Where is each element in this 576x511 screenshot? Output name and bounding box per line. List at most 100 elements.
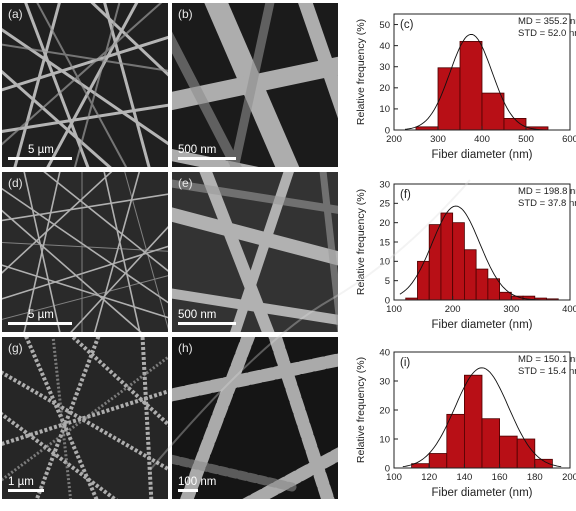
- y-tick-label: 20: [379, 218, 390, 229]
- panel-letter-h: (h): [178, 341, 193, 355]
- histogram-bar: [459, 41, 483, 131]
- x-tick-label: 160: [492, 472, 508, 483]
- chart-panel-letter: (i): [400, 357, 410, 369]
- chart-annotation: STD = 52.0 nm: [518, 28, 576, 39]
- panel-letter-a: (a): [8, 7, 23, 21]
- x-tick-label: 200: [445, 304, 461, 315]
- histogram-bar: [464, 374, 483, 469]
- y-tick-label: 10: [379, 257, 390, 268]
- scale-bar-h: 100 nm: [178, 476, 216, 492]
- histogram-bar: [499, 435, 518, 469]
- chart-annotation: STD = 37.8 nm: [518, 198, 576, 209]
- y-axis-label: Relative frequency (%): [355, 189, 367, 295]
- histogram-bar: [428, 453, 448, 469]
- histogram-bar: [475, 268, 489, 301]
- histogram-f: 100 200 300 400 0 5 10 15 20 25 30 Fiber diameter (…: [355, 179, 576, 331]
- histogram-i: 100 120 140 160 180 200 0 10 20 30 40 Fiber diamete…: [355, 347, 576, 499]
- y-tick-label: 15: [379, 237, 390, 248]
- y-tick-label: 10: [379, 434, 390, 445]
- x-tick-label: 120: [421, 472, 437, 483]
- histogram-bar: [452, 222, 465, 301]
- sem-fibers-b: [172, 3, 338, 167]
- scale-label-e: 500 nm: [178, 309, 217, 321]
- sem-image-h: (h) 100 nm: [172, 337, 338, 499]
- x-tick-label: 400: [474, 134, 490, 145]
- panel-letter-b: (b): [178, 7, 193, 21]
- chart-panel-letter: (f): [400, 189, 411, 201]
- y-tick-label: 0: [385, 463, 390, 474]
- sem-image-e: (e) 500 nm: [172, 172, 338, 332]
- x-tick-label: 100: [386, 472, 402, 483]
- chart-annotation: MD = 355.2 nm: [518, 16, 576, 27]
- x-tick-label: 400: [562, 304, 576, 315]
- sem-image-d: (d) 5 µm: [2, 172, 168, 332]
- histogram-bar: [481, 418, 501, 469]
- scale-bar-a: 5 µm: [8, 144, 72, 160]
- x-tick-label: 100: [386, 304, 402, 315]
- panel-letter-e: (e): [178, 176, 193, 190]
- scale-label-b: 500 nm: [178, 144, 217, 156]
- y-axis-label: Relative frequency (%): [355, 19, 367, 125]
- x-tick-label: 300: [503, 304, 519, 315]
- histogram-bar: [481, 92, 505, 131]
- y-tick-label: 0: [385, 125, 390, 136]
- scale-bar-e: 500 nm: [178, 309, 236, 325]
- y-tick-label: 25: [379, 199, 390, 210]
- sem-fibers-d: [2, 172, 168, 332]
- y-tick-label: 30: [379, 376, 390, 387]
- panel-letter-d: (d): [8, 176, 23, 190]
- histogram-bar: [516, 438, 536, 469]
- sem-fibers-g: [2, 337, 168, 499]
- x-tick-label: 140: [456, 472, 472, 483]
- x-axis-label: Fiber diameter (nm): [432, 149, 533, 161]
- sem-fibers-h: [172, 337, 338, 499]
- y-tick-label: 20: [379, 405, 390, 416]
- histogram-bar: [411, 463, 430, 469]
- y-tick-label: 30: [379, 62, 390, 73]
- fit-curve: [404, 33, 559, 131]
- sem-image-b: (b) 500 nm: [172, 3, 338, 167]
- histogram-bar: [440, 212, 454, 301]
- chart-annotation: STD = 15.4 nm: [518, 366, 576, 377]
- y-tick-label: 5: [385, 276, 390, 287]
- x-tick-label: 500: [518, 134, 534, 145]
- y-tick-label: 10: [379, 104, 390, 115]
- scale-label-g: 1 µm: [8, 476, 34, 488]
- x-axis-label: Fiber diameter (nm): [432, 487, 533, 499]
- scale-bar-g: 1 µm: [8, 476, 44, 492]
- sem-fibers-e: [172, 172, 338, 332]
- sem-image-g: (g) 1 µm: [2, 337, 168, 499]
- y-tick-label: 20: [379, 83, 390, 94]
- x-tick-label: 200: [386, 134, 402, 145]
- y-tick-label: 40: [379, 41, 390, 52]
- sem-fibers-a: [2, 3, 168, 167]
- chart-panel-letter: (c): [400, 19, 414, 31]
- scale-bar-b: 500 nm: [178, 144, 236, 160]
- histogram-bar: [503, 118, 527, 131]
- histogram-bar: [487, 278, 501, 301]
- fit-curve: [402, 367, 562, 468]
- histogram-bar: [446, 413, 465, 469]
- scale-label-a: 5 µm: [28, 144, 54, 156]
- sem-image-a: (a) 5 µm: [2, 3, 168, 167]
- y-tick-label: 0: [385, 295, 390, 306]
- histogram-bar: [417, 260, 430, 301]
- scale-bar-d: 5 µm: [8, 309, 72, 325]
- chart-annotation: MD = 150.1 nm: [518, 354, 576, 365]
- scale-label-h: 100 nm: [178, 476, 217, 488]
- chart-annotation: MD = 198.8 nm: [518, 186, 576, 197]
- y-tick-label: 50: [379, 20, 390, 31]
- x-tick-label: 180: [527, 472, 543, 483]
- panel-letter-g: (g): [8, 341, 23, 355]
- x-axis-label: Fiber diameter (nm): [432, 319, 533, 331]
- x-tick-label: 300: [430, 134, 446, 145]
- histogram-bar: [464, 249, 477, 301]
- histogram-c: 200 300 400 500 600 0 10 20 30 40 50 Fiber diameter…: [355, 13, 576, 161]
- y-tick-label: 40: [379, 347, 390, 358]
- histogram-bar: [499, 291, 512, 301]
- histogram-bar: [437, 67, 461, 131]
- x-tick-label: 200: [562, 472, 576, 483]
- scale-label-d: 5 µm: [28, 309, 54, 321]
- y-axis-label: Relative frequency (%): [355, 357, 367, 463]
- y-tick-label: 30: [379, 179, 390, 190]
